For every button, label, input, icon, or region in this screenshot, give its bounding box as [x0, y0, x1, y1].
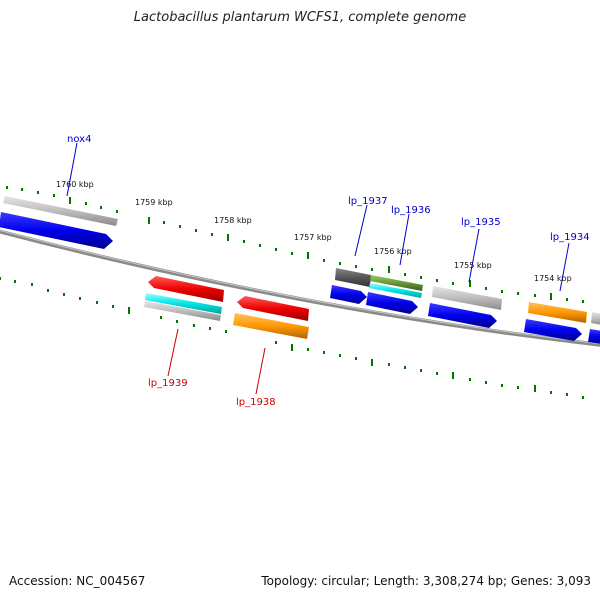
gene-lp-1936-cyan[interactable]: [369, 283, 422, 298]
gene-lp-1939-red[interactable]: [148, 276, 224, 302]
gene-label-lp-1939[interactable]: lp_1939: [148, 378, 188, 389]
gene-lp-1938-red[interactable]: [237, 296, 309, 321]
scale-label-1760: 1760 kbp: [56, 180, 94, 189]
genome-backbone: [0, 229, 600, 347]
scale-label-1755: 1755 kbp: [454, 261, 492, 270]
scale-label-1756: 1756 kbp: [374, 247, 412, 256]
cds-lp-1937-arrow[interactable]: [330, 285, 367, 304]
map-title: Lactobacillus plantarum WCFS1, complete …: [133, 10, 467, 25]
gene-label-lp-1936[interactable]: lp_1936: [391, 205, 431, 216]
gene-leader-lines: [66, 142, 570, 395]
gene-label-lp-1938[interactable]: lp_1938: [236, 397, 276, 408]
gene-nox4-bar[interactable]: [3, 196, 118, 226]
gene-label-nox4[interactable]: nox4: [67, 134, 91, 145]
cds-nox4-arrow[interactable]: [0, 212, 113, 249]
cds-lp-1936-arrow[interactable]: [366, 292, 418, 314]
gene-next-bar[interactable]: [591, 312, 600, 325]
scale-label-1757: 1757 kbp: [294, 233, 332, 242]
gene-lp-1939-cyan[interactable]: [145, 293, 222, 314]
scale-label-1754: 1754 kbp: [534, 274, 572, 283]
scale-label-1758: 1758 kbp: [214, 216, 252, 225]
accession-text: Accession: NC_004567: [9, 574, 146, 588]
gene-lp-1938-orange[interactable]: [233, 313, 309, 339]
scale-label-1759: 1759 kbp: [135, 198, 173, 207]
cds-next-arrow[interactable]: [588, 329, 600, 344]
cds-lp-1935-arrow[interactable]: [428, 303, 497, 328]
gene-label-lp-1937[interactable]: lp_1937: [348, 196, 388, 207]
scale-ticks-outer: [6, 186, 584, 303]
gene-lp-1937-bar[interactable]: [335, 268, 371, 287]
gene-label-lp-1934[interactable]: lp_1934: [550, 232, 590, 243]
cds-lp-1934-arrow[interactable]: [524, 319, 582, 341]
genome-backbone-highlight: [0, 230, 600, 345]
gene-lp-1939-gray[interactable]: [144, 301, 221, 321]
gene-lp-1934-bar[interactable]: [528, 302, 587, 323]
gene-lp-1936-olive[interactable]: [370, 275, 423, 291]
scale-ticks-inner: [0, 277, 584, 399]
genome-summary-text: Topology: circular; Length: 3,308,274 bp…: [261, 574, 591, 588]
gene-lp-1935-bar[interactable]: [432, 286, 502, 310]
gene-label-lp-1935[interactable]: lp_1935: [461, 217, 501, 228]
